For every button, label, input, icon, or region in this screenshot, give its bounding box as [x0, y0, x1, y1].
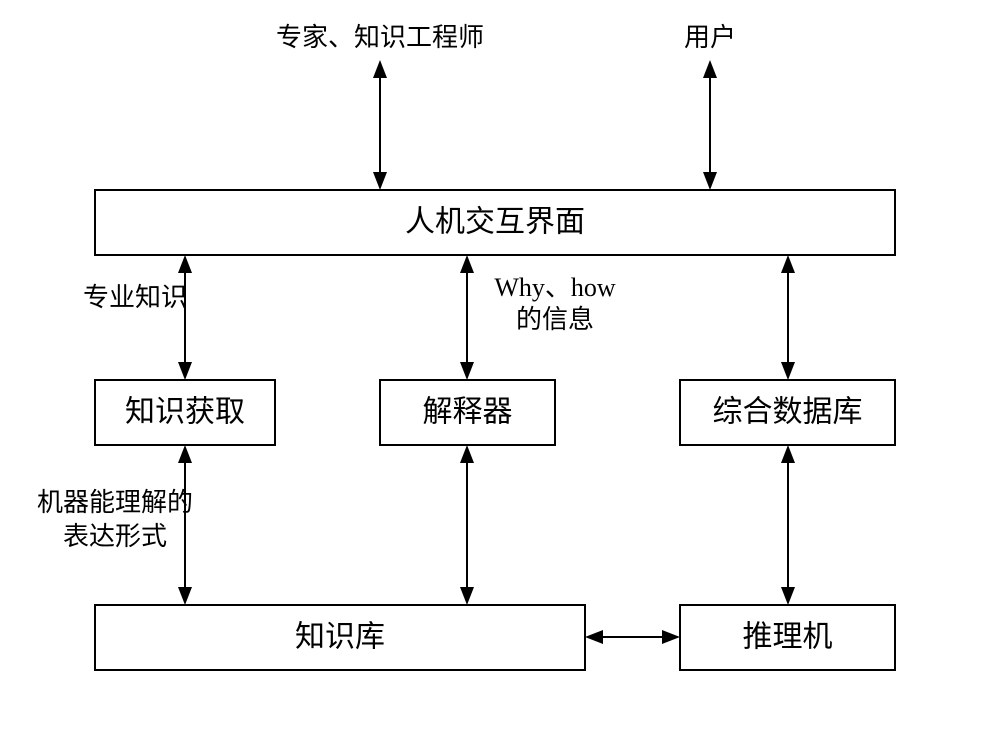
label-user: 用户 [684, 23, 736, 52]
edge-label-hci-interpret: Why、how [494, 273, 616, 302]
node-acquire: 知识获取 [95, 380, 275, 445]
node-interpret: 解释器 [380, 380, 555, 445]
node-acquire-label: 知识获取 [125, 395, 245, 428]
node-infer-label: 推理机 [743, 620, 833, 653]
node-db: 综合数据库 [680, 380, 895, 445]
node-interpret-label: 解释器 [423, 395, 513, 428]
node-hci: 人机交互界面 [95, 190, 895, 255]
node-kb-label: 知识库 [295, 620, 385, 653]
label-expert: 专家、知识工程师 [276, 23, 484, 52]
node-kb: 知识库 [95, 605, 585, 670]
node-infer: 推理机 [680, 605, 895, 670]
node-db-label: 综合数据库 [713, 395, 863, 428]
edge-label-acquire-kb: 表达形式 [63, 522, 167, 551]
edge-label-hci-acquire: 专业知识 [83, 283, 187, 312]
node-hci-label: 人机交互界面 [405, 205, 585, 238]
edge-label-hci-interpret: 的信息 [516, 305, 594, 334]
edge-label-acquire-kb: 机器能理解的 [37, 488, 193, 517]
